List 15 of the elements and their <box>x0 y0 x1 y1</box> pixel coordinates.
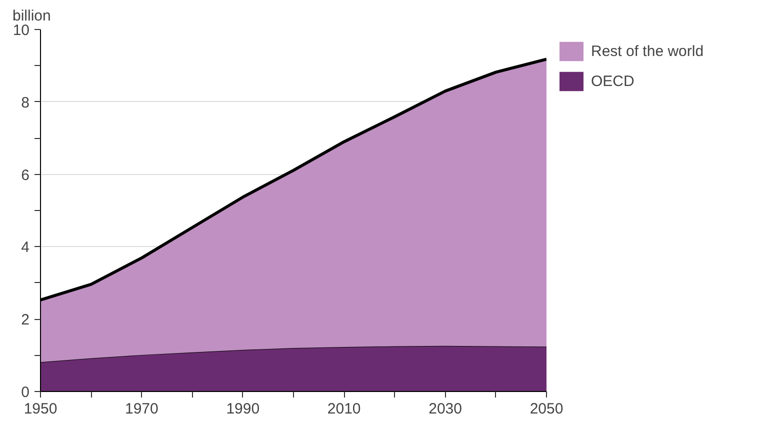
y-tick-label: 2 <box>21 312 30 329</box>
x-tick-label: 2010 <box>327 400 361 418</box>
legend-label: Rest of the world <box>591 42 704 60</box>
y-axis-title: billion <box>12 8 51 24</box>
legend-label: OECD <box>591 72 634 90</box>
y-tick-label: 8 <box>21 94 30 112</box>
y-tick-label: 0 <box>21 384 30 401</box>
x-tick-label: 1950 <box>24 400 58 418</box>
y-tick-label: 4 <box>21 239 30 256</box>
y-tick-label: 6 <box>21 166 30 184</box>
y-tick-label: 10 <box>12 22 30 39</box>
x-tick-label: 1990 <box>226 400 260 418</box>
x-tick-label: 2030 <box>428 400 462 418</box>
x-tick-label: 1970 <box>125 400 158 418</box>
x-tick-label: 2050 <box>530 400 564 418</box>
